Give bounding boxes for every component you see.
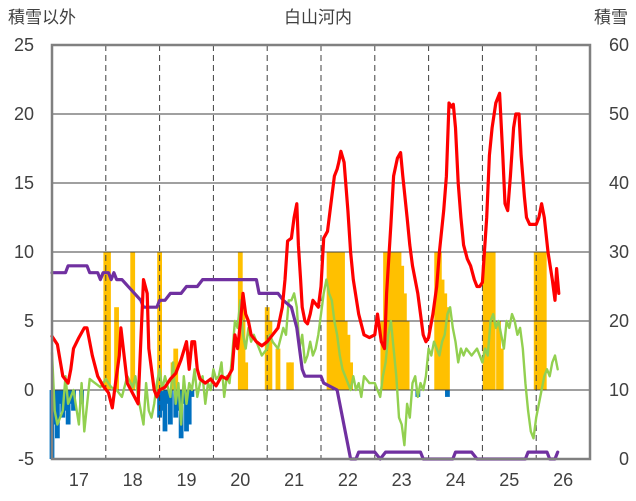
snowfall-bar: [348, 362, 353, 390]
negative_bars-bar: [165, 390, 171, 404]
x-tick-label: 22: [338, 470, 358, 490]
snowfall-bar: [289, 362, 294, 390]
y-left-tick-label: 25: [14, 35, 34, 55]
negative_bars-bar: [184, 390, 189, 432]
y-right-tick-label: 30: [609, 242, 629, 262]
y-left-tick-label: 10: [14, 242, 34, 262]
snowfall-bar: [243, 362, 249, 390]
snowfall-bar: [399, 265, 405, 390]
snowfall-bar: [442, 293, 448, 390]
y-right-tick-label: 20: [609, 311, 629, 331]
x-tick-label: 24: [445, 470, 465, 490]
y-right-tick-label: 50: [609, 104, 629, 124]
negative_bars-bar: [162, 390, 168, 432]
negative_bars-bar: [189, 390, 195, 397]
y-right-tick-label: 60: [609, 35, 629, 55]
x-tick-label: 20: [230, 470, 250, 490]
x-tick-label: 26: [553, 470, 573, 490]
snowfall-bar: [401, 293, 407, 390]
y-left-tick-label: 0: [24, 380, 34, 400]
x-tick-label: 25: [499, 470, 519, 490]
right-axis-title: 積雪: [594, 8, 628, 27]
snowfall-bar: [275, 348, 281, 390]
x-tick-label: 21: [284, 470, 304, 490]
left-axis-title: 積雪以外: [8, 8, 76, 27]
y-right-tick-label: 40: [609, 173, 629, 193]
snowfall-bar: [240, 307, 246, 390]
negative_bars-bar: [159, 390, 165, 411]
snowfall-bar: [445, 307, 450, 390]
snowfall-bar: [404, 321, 410, 390]
temperature-line: [50, 91, 561, 410]
snowfall-bar: [345, 334, 351, 390]
y-left-tick-label: 5: [24, 311, 34, 331]
y-right-tick-label: 0: [619, 449, 629, 469]
negative_bars-bar: [63, 390, 68, 411]
plot-frame: [50, 43, 592, 461]
y-right-tick-label: 10: [609, 380, 629, 400]
y-left-tick-label: -5: [18, 449, 34, 469]
negative_bars-bar: [167, 390, 173, 425]
snowfall-bar: [439, 279, 445, 390]
negative_bars-bar: [157, 390, 162, 418]
snowfall-bar: [114, 307, 119, 390]
negative_bars-bar: [71, 390, 76, 411]
negative_bars-bar: [65, 390, 71, 425]
chart-title: 白山河内: [284, 8, 352, 27]
x-tick-label: 23: [392, 470, 412, 490]
snowfall-bar: [342, 321, 348, 390]
negative_bars-bar: [445, 390, 450, 397]
negative_bars-bar: [57, 390, 63, 404]
x-tick-label: 18: [123, 470, 143, 490]
x-tick-label: 17: [69, 470, 89, 490]
x-tick-label: 19: [176, 470, 196, 490]
snowfall-bar: [380, 321, 386, 390]
snowfall-bar: [286, 362, 292, 390]
wind-line: [50, 278, 559, 447]
negative_bars-bar: [186, 390, 192, 425]
negative_bars-bar: [54, 390, 60, 439]
snowfall-bar: [496, 321, 501, 390]
y-left-tick-label: 15: [14, 173, 34, 193]
y-left-tick-label: 20: [14, 104, 34, 124]
snowfall-bar: [267, 321, 273, 390]
snowfall-bar: [498, 348, 504, 390]
